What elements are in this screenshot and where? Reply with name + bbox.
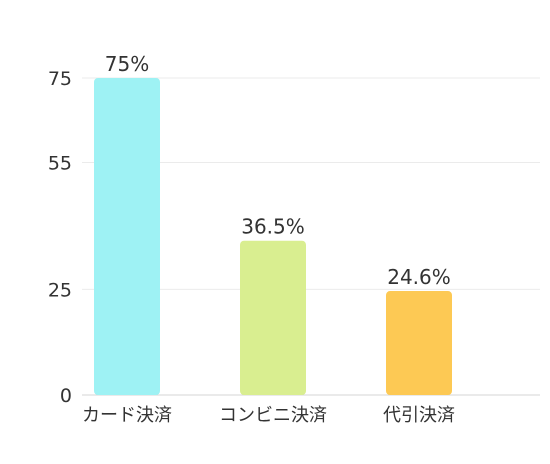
bar-2 xyxy=(240,240,306,395)
y-tick-label-2: 55 xyxy=(48,153,72,175)
y-tick-label-3: 75 xyxy=(48,68,72,90)
category-label-1: カード決済 xyxy=(82,405,172,426)
category-label-3: 代引決済 xyxy=(383,405,455,426)
category-label-2: コンビニ決済 xyxy=(219,405,327,426)
bar-3 xyxy=(386,291,452,395)
value-label-3: 24.6% xyxy=(387,265,451,289)
y-axis: 0 25 55 75 xyxy=(48,68,72,407)
y-tick-label-1: 25 xyxy=(48,279,72,301)
value-label-1: 75% xyxy=(105,52,149,76)
bars xyxy=(94,78,452,395)
y-tick-label-0: 0 xyxy=(60,385,72,407)
labels: 75% カード決済 36.5% コンビニ決済 24.6% 代引決済 xyxy=(82,52,455,426)
bar-1 xyxy=(94,78,160,395)
value-label-2: 36.5% xyxy=(241,215,305,239)
